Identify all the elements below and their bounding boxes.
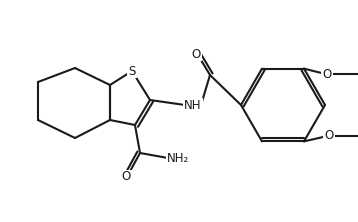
Text: O: O: [324, 129, 334, 142]
Text: NH: NH: [184, 99, 202, 111]
Text: S: S: [128, 65, 136, 77]
Text: O: O: [121, 170, 131, 184]
Text: O: O: [192, 48, 200, 61]
Text: O: O: [322, 68, 332, 81]
Text: NH₂: NH₂: [167, 151, 189, 165]
